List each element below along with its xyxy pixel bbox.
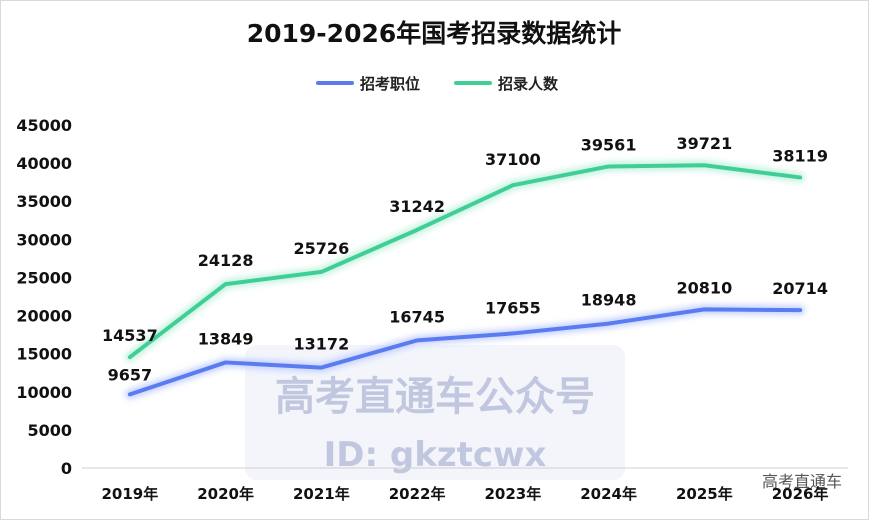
data-label: 39561 [581,135,637,154]
series-line [127,163,803,360]
data-label: 17655 [485,298,541,317]
x-tick-label: 2025年 [676,485,733,503]
data-label: 31242 [389,197,445,216]
y-tick-label: 45000 [16,116,72,135]
watermark-line2: ID: gkztcwx [324,435,547,475]
data-label: 14537 [102,326,158,345]
y-tick-label: 15000 [16,345,72,364]
data-label: 38119 [772,146,828,165]
data-label: 9657 [108,365,153,384]
x-tick-label: 2021年 [293,485,350,503]
chart-title: 2019-2026年国考招录数据统计 [247,19,622,48]
data-label: 20714 [772,279,828,298]
y-tick-label: 30000 [16,230,72,249]
x-tick-label: 2023年 [485,485,542,503]
watermark: 高考直通车公众号 ID: gkztcwx 高考直通车 [245,345,842,491]
y-tick-label: 25000 [16,268,72,287]
series-line [127,307,803,397]
x-tick-label: 2019年 [102,485,159,503]
y-tick-label: 5000 [27,421,72,440]
data-label: 16745 [389,307,445,326]
legend-entry: 招考职位 [360,75,420,93]
y-tick-label: 10000 [16,383,72,402]
x-tick-label: 2024年 [580,485,637,503]
data-label: 25726 [294,239,350,258]
legend: 招考职位 招录人数 [316,75,559,93]
y-tick-label: 0 [61,459,72,478]
data-label: 13172 [294,335,350,354]
legend-entry: 招录人数 [498,75,559,93]
data-label: 37100 [485,150,541,169]
x-tick-label: 2026年 [772,485,829,503]
watermark-line1: 高考直通车公众号 [275,374,595,420]
data-label: 24128 [198,251,254,270]
data-label: 39721 [677,134,733,153]
y-tick-label: 20000 [16,307,72,326]
data-label: 20810 [677,278,733,297]
x-tick-label: 2020年 [197,485,254,503]
x-tick-label: 2022年 [389,485,446,503]
y-tick-label: 35000 [16,192,72,211]
watermark-corner: 高考直通车 [762,472,842,491]
data-label: 18948 [581,291,637,310]
plot-area: 9657 13849 13172 16745 17655 18948 20810 20714 1… [102,134,828,400]
watermark-badge [245,345,625,480]
y-tick-label: 40000 [16,154,72,173]
y-axis: 0 5000 10000 15000 20000 25000 30000 35000 40000… [16,116,72,478]
x-axis: 2019年 2020年 2021年 2022年 2023年 2024年 2025年 2026年 [82,467,848,503]
data-label: 13849 [198,329,254,348]
